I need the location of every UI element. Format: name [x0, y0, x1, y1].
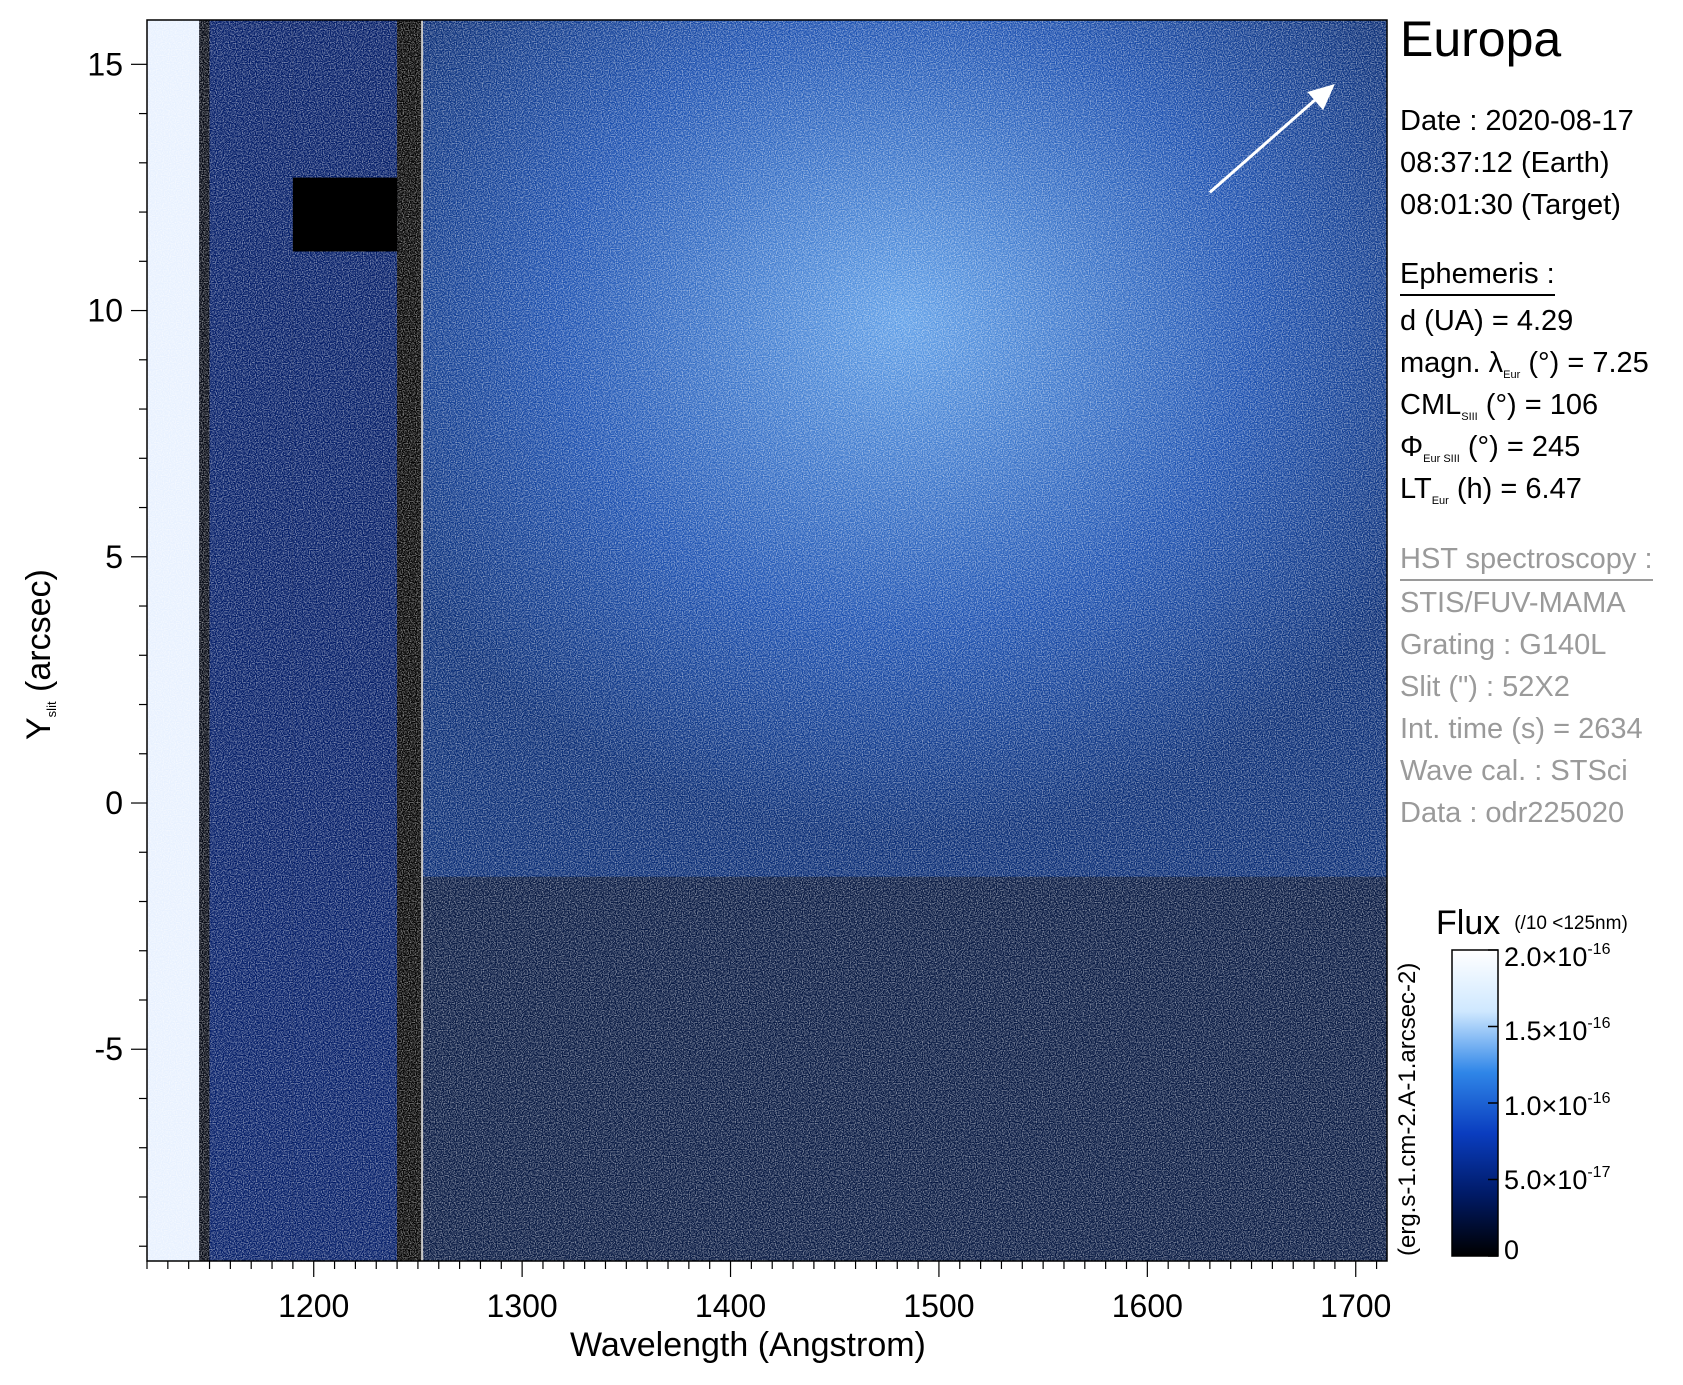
x-tick-label: 1400 — [695, 1288, 766, 1324]
observation-date: Date : 2020-08-17 — [1400, 105, 1634, 137]
x-tick-label: 1600 — [1112, 1288, 1183, 1324]
colorbar-unit: (erg.s-1.cm-2.A-1.arcsec-2) — [1394, 962, 1421, 1256]
instrument-grating: Grating : G140L — [1400, 629, 1607, 661]
y-tick-label: 0 — [105, 785, 123, 821]
direction-arrow-shaft — [1208, 91, 1324, 194]
heatmap-image — [147, 20, 1387, 1261]
colorbar-tick-0: 2.0×10-16 — [1504, 941, 1611, 972]
y-tick-label: 5 — [105, 539, 123, 575]
observation-time-target: 08:01:30 (Target) — [1400, 189, 1621, 221]
colorbar-title: Flux (/10 <125nm) — [1436, 904, 1628, 942]
colorbar-tick-3: 5.0×10-17 — [1504, 1164, 1611, 1195]
instrument-header: HST spectroscopy : — [1400, 543, 1653, 581]
x-tick-label: 1500 — [903, 1288, 974, 1324]
ephemeris-distance: d (UA) = 4.29 — [1400, 305, 1574, 337]
direction-arrow-head — [1307, 84, 1335, 111]
instrument-int-time: Int. time (s) = 2634 — [1400, 713, 1643, 745]
instrument-slit: Slit (") : 52X2 — [1400, 671, 1570, 703]
colorbar-tick-1: 1.5×10-16 — [1504, 1015, 1611, 1046]
observation-time-earth: 08:37:12 (Earth) — [1400, 147, 1610, 179]
y-tick-label: 15 — [87, 46, 123, 82]
ephemeris-header: Ephemeris : — [1400, 258, 1555, 296]
ephemeris-cml: CMLSIII (°) = 106 — [1400, 389, 1599, 423]
dark-patch — [292, 177, 398, 252]
y-tick-label: -5 — [95, 1031, 123, 1067]
x-tick-label: 1300 — [487, 1288, 558, 1324]
instrument-data-id: Data : odr225020 — [1400, 797, 1625, 829]
instrument-detector: STIS/FUV-MAMA — [1400, 587, 1626, 619]
y-tick-label: 10 — [87, 293, 123, 329]
colorbar-tick-2: 1.0×10-16 — [1504, 1090, 1611, 1121]
ephemeris-lt: LTEur (h) = 6.47 — [1400, 473, 1582, 507]
target-title: Europa — [1400, 11, 1562, 67]
ephemeris-phi: ΦEur SIII (°) = 245 — [1400, 431, 1581, 465]
colorbar-tick-4: 0 — [1504, 1235, 1520, 1265]
x-tick-label: 1200 — [278, 1288, 349, 1324]
plot-axes: 1200 1300 1400 1500 1600 1700 15 10 5 0 -5 — [87, 19, 1391, 1324]
x-axis-label: Wavelength (Angstrom) — [570, 1326, 926, 1364]
colorbar — [1451, 949, 1499, 1257]
instrument-wave-cal: Wave cal. : STSci — [1400, 755, 1628, 787]
plot-frame — [146, 19, 1388, 1262]
x-tick-label: 1700 — [1320, 1288, 1391, 1324]
ephemeris-magn-lat: magn. λEur (°) = 7.25 — [1400, 347, 1649, 381]
colorbar-note: (/10 <125nm) — [1514, 913, 1628, 934]
y-axis-label: Yslit (arcsec) — [20, 569, 59, 740]
